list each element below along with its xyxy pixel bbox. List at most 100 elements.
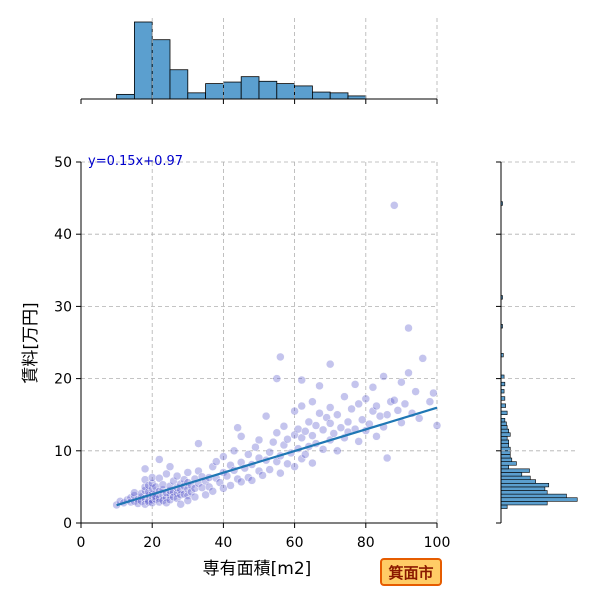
scatter-point: [404, 323, 413, 333]
scatter-point: [368, 406, 378, 416]
scatter-point: [233, 474, 242, 484]
scatter-point: [254, 466, 264, 476]
y-hist-bar: [500, 490, 548, 495]
scatter-point: [390, 396, 399, 405]
scatter-point: [325, 403, 335, 412]
x-hist-bar: [329, 92, 349, 100]
y-hist-bar: [500, 501, 548, 506]
x-hist-bar: [169, 69, 189, 100]
x-hist-bar: [116, 93, 135, 100]
y-hist-bar: [500, 482, 550, 488]
scatter-point: [197, 483, 207, 492]
scatter-point: [236, 432, 246, 441]
scatter-point: [279, 422, 289, 431]
x-hist-bar: [151, 39, 171, 100]
scatter-point: [140, 486, 150, 495]
y-tick-label: 10: [54, 444, 72, 460]
scatter-point: [151, 494, 161, 504]
scatter-point: [290, 462, 299, 471]
y-tick-label: 50: [54, 155, 72, 171]
scatter-point: [290, 406, 299, 416]
scatter-point: [176, 490, 185, 500]
scatter-point: [233, 423, 242, 432]
y-hist-bar: [500, 446, 511, 452]
scatter-point: [155, 473, 164, 483]
scatter-point: [361, 394, 371, 404]
scatter-point: [208, 486, 217, 496]
regression-equation-label: y=0.15x+0.97: [88, 154, 183, 169]
scatter-point: [357, 415, 367, 425]
x-axis-title: 専有面積[m2]: [203, 559, 312, 579]
scatter-point: [265, 465, 274, 474]
scatter-point: [382, 410, 392, 419]
scatter-point: [162, 498, 171, 508]
scatter-point: [151, 482, 161, 492]
scatter-point: [147, 484, 157, 493]
y-hist-bar: [500, 428, 509, 434]
y-hist-bar: [500, 439, 509, 444]
y-tick-label: 40: [54, 227, 72, 243]
scatter-point: [194, 439, 203, 448]
y-hist-bar: [500, 504, 508, 509]
scatter-point: [165, 462, 175, 471]
scatter-point: [340, 392, 349, 401]
scatter-point: [297, 454, 306, 463]
scatter-point: [244, 473, 253, 482]
scatter-point: [375, 411, 385, 421]
y-hist-bar: [500, 461, 517, 466]
scatter-point: [315, 409, 324, 418]
scatter-point: [147, 473, 157, 482]
scatter-point: [372, 401, 381, 411]
regression-line: [116, 406, 438, 507]
x-hist-bar: [258, 80, 278, 100]
scatter-point: [397, 377, 406, 387]
scatter-point: [183, 491, 193, 500]
scatter-point: [336, 423, 346, 432]
scatter-point: [382, 453, 392, 463]
scatter-points: [112, 201, 442, 510]
x-hist-bar: [276, 83, 295, 100]
scatter-point: [190, 492, 200, 502]
y-hist-bar: [500, 454, 511, 459]
scatter-point: [354, 399, 363, 409]
scatter-point: [276, 352, 285, 362]
scatter-point: [219, 452, 228, 461]
scatter-point: [140, 464, 150, 474]
scatter-point: [261, 411, 271, 421]
scatter-point: [276, 468, 285, 478]
x-hist-bar: [240, 76, 260, 100]
scatter-point: [155, 455, 164, 464]
scatter-point: [244, 450, 253, 459]
scatter-point: [400, 399, 410, 409]
scatter-point: [155, 497, 164, 507]
scatter-point: [297, 401, 306, 411]
scatter-point: [226, 460, 235, 470]
scatter-point: [272, 374, 282, 383]
scatter-point: [404, 368, 413, 378]
scatter-point: [308, 458, 317, 468]
y-hist-bar: [500, 472, 523, 477]
y-hist-bar: [500, 475, 531, 480]
regression-line-path: [116, 406, 438, 507]
scatter-point: [162, 469, 171, 479]
scatter-point: [301, 427, 310, 436]
scatter-point: [283, 459, 292, 469]
scatter-point: [140, 482, 150, 492]
scatter-point: [354, 437, 363, 446]
scatter-point: [219, 484, 228, 493]
scatter-point: [190, 484, 200, 493]
scatter-point: [251, 442, 260, 452]
scatter-point: [130, 488, 139, 497]
y-hist-bar: [500, 432, 511, 437]
x-hist-bar: [311, 91, 331, 100]
scatter-point: [254, 435, 264, 445]
x-tick-label: 80: [357, 535, 375, 551]
x-hist-bar: [222, 81, 242, 100]
x-tick-label: 0: [77, 535, 86, 551]
y-hist-bar: [500, 479, 536, 484]
scatter-point: [418, 354, 428, 363]
y-hist-bar: [500, 403, 506, 408]
scatter-point: [333, 446, 342, 456]
scatter-point: [429, 388, 438, 398]
y-marginal-histogram: [496, 161, 578, 524]
